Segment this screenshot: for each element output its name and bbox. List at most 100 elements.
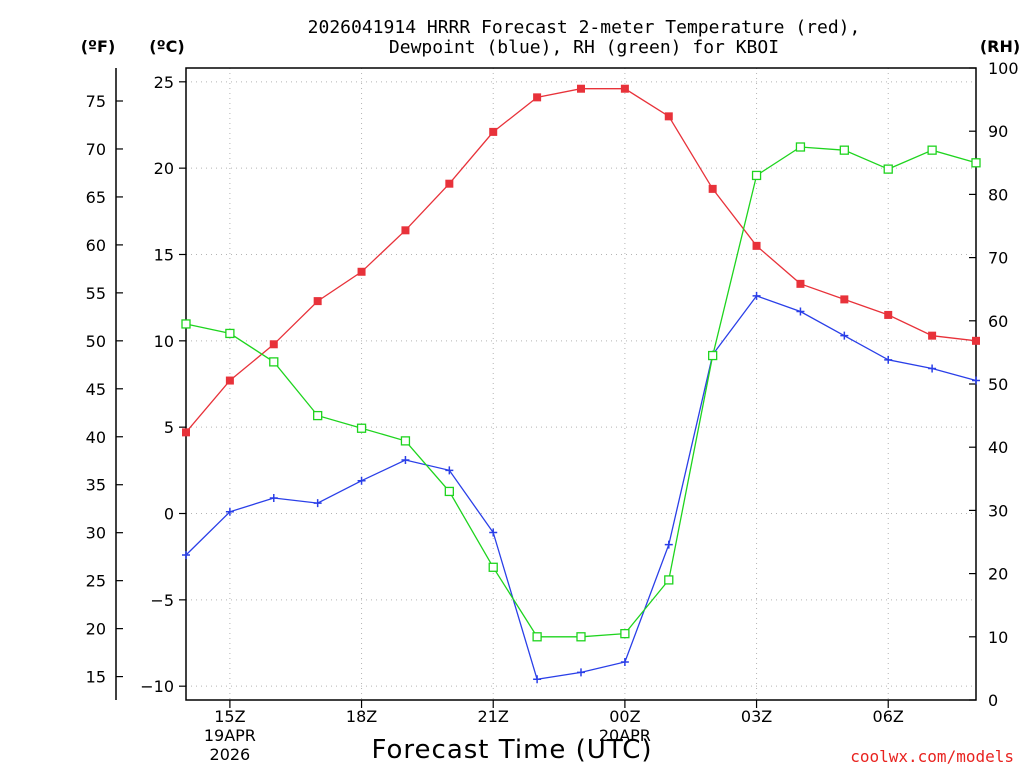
fahrenheit-tick-label: 15 [86,668,106,687]
rh-point [269,357,279,367]
rh-point [356,423,367,433]
x-tick-label: 18Z [346,707,377,726]
rh-tick-label: 50 [988,375,1008,394]
fahrenheit-tick-label: 55 [86,284,106,303]
celsius-tick-label: 0 [164,505,174,524]
temperature-point [796,279,805,288]
celsius-tick-label: −10 [140,677,174,696]
rh-point [751,170,762,181]
rh-tick-label: 10 [988,628,1008,647]
x-tick-label: 19APR [204,726,256,745]
dewpoint-point [357,476,366,485]
x-tick-label: 00Z [609,707,640,726]
x-tick-label: 15Z [214,707,245,726]
temperature-point [225,376,234,385]
x-tick-label: 20APR [599,726,651,745]
rh-point [488,562,498,572]
rh-unit-label: (RH) [980,37,1020,56]
temperature-point [533,93,542,102]
dewpoint-point [664,540,673,549]
temperature-point [664,112,673,121]
credit-text: coolwx.com/models [850,747,1014,766]
celsius-tick-label: 25 [154,73,174,92]
temperature-point [708,184,717,193]
celsius-unit-label: (ºC) [149,37,184,56]
temperature-point [928,331,937,340]
rh-tick-label: 80 [988,185,1008,204]
rh-point [620,628,630,639]
dewpoint-point [269,493,278,502]
rh-point [225,328,235,339]
fahrenheit-tick-label: 50 [86,332,106,351]
chart-title-line: 2026041914 HRRR Forecast 2-meter Tempera… [308,17,861,38]
temperature-point [313,297,322,306]
rh-point [400,436,411,446]
dewpoint-point [489,528,498,537]
rh-point [971,158,981,168]
dewpoint-point [313,499,322,508]
temperature-point [620,84,629,93]
rh-point [313,410,323,421]
x-tick-label: 03Z [741,707,772,726]
dewpoint-point [884,355,893,364]
x-axis-label: Forecast Time (UTC) [371,735,652,765]
dewpoint-point [752,291,761,300]
fahrenheit-tick-label: 75 [86,92,106,111]
temperature-point [884,310,893,319]
fahrenheit-tick-label: 25 [86,572,106,591]
fahrenheit-tick-label: 65 [86,188,106,207]
rh-point [181,319,191,329]
temperature-point [840,295,849,304]
rh-tick-label: 0 [988,691,998,710]
axis-units: (ºF) (ºC) (RH) [81,37,1020,56]
dewpoint-point [840,331,849,340]
axes: 2520151050−5−107570656055504540353025201… [86,59,1019,710]
fahrenheit-tick-label: 70 [86,140,106,159]
dewpoint-point [225,507,234,516]
fahrenheit-tick-label: 45 [86,380,106,399]
rh-point [532,632,542,642]
dewpoint-point [796,307,805,316]
chart-title-line: Dewpoint (blue), RH (green) for KBOI [389,37,779,58]
celsius-tick-label: 20 [154,159,174,178]
rh-tick-label: 100 [988,59,1019,78]
x-tick-label: 06Z [873,707,904,726]
celsius-tick-label: 10 [154,332,174,351]
rh-point [839,145,849,155]
fahrenheit-tick-label: 60 [86,236,106,255]
rh-tick-label: 70 [988,249,1008,268]
temperature-point [752,241,761,250]
dewpoint-point [620,658,629,667]
temperature-point [401,226,410,235]
dewpoint-point [928,364,937,373]
fahrenheit-tick-label: 30 [86,524,106,543]
celsius-tick-label: −5 [150,591,174,610]
x-tick-label: 21Z [478,707,509,726]
chart-title: 2026041914 HRRR Forecast 2-meter Tempera… [308,17,861,58]
fahrenheit-tick-label: 40 [86,428,106,447]
rh-point [927,145,937,155]
rh-tick-label: 20 [988,565,1008,584]
dewpoint-point [445,466,454,475]
rh-tick-label: 40 [988,438,1008,457]
x-tick-label: 2026 [210,745,251,764]
rh-point [576,632,586,642]
rh-point [708,350,718,361]
temperature-point [489,127,498,136]
celsius-tick-label: 5 [164,418,174,437]
temperature-point [182,428,190,437]
dewpoint-point [401,455,410,464]
rh-point [444,486,454,497]
rh-point [883,164,893,174]
rh-point [795,142,806,152]
plot-area [181,84,981,684]
temperature-point [269,340,278,349]
rh-point [664,575,674,585]
fahrenheit-tick-label: 20 [86,620,106,639]
celsius-tick-label: 15 [154,245,174,264]
rh-tick-label: 60 [988,312,1008,331]
temperature-point [577,84,585,93]
rh-tick-label: 90 [988,122,1008,141]
